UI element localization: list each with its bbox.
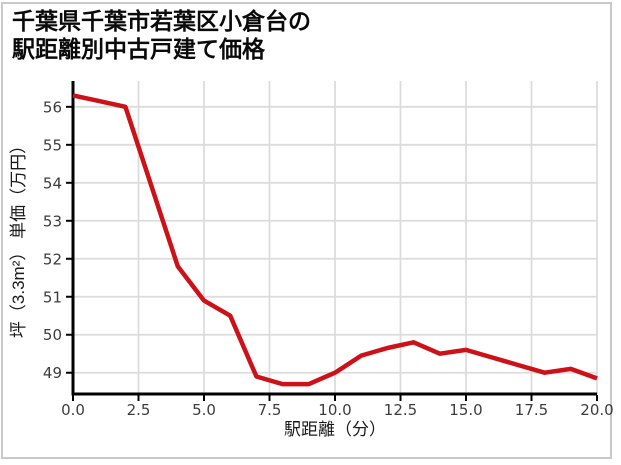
y-tick-label: 53 [43, 212, 62, 230]
x-tick-label: 12.5 [384, 401, 417, 419]
y-tick-label: 56 [43, 98, 62, 116]
price-line [72, 93, 598, 387]
y-tick-label: 50 [43, 326, 62, 344]
y-tick-label: 55 [43, 136, 62, 154]
x-tick-label: 7.5 [258, 401, 282, 419]
y-axis-title: 坪（3.3m²） 単価（万円） [9, 137, 28, 338]
y-tick-label: 49 [43, 364, 62, 382]
x-tick-label: 15.0 [449, 401, 482, 419]
chart-title-line1: 千葉県千葉市若葉区小倉台の [12, 8, 311, 34]
y-tick-label: 52 [43, 250, 62, 268]
chart-title-line2: 駅距離別中古戸建て価格 [12, 36, 265, 62]
y-tick-label: 54 [43, 174, 62, 192]
x-tick-label: 0.0 [61, 401, 85, 419]
x-tick-label: 2.5 [127, 401, 151, 419]
x-axis-title: 駅距離（分） [284, 420, 386, 439]
x-tick-label: 20.0 [580, 401, 613, 419]
chart-title: 千葉県千葉市若葉区小倉台の 駅距離別中古戸建て価格 [12, 7, 311, 63]
y-tick-label: 51 [43, 288, 62, 306]
x-tick-label: 17.5 [515, 401, 548, 419]
x-tick-label: 5.0 [192, 401, 216, 419]
x-tick-label: 10.0 [318, 401, 351, 419]
